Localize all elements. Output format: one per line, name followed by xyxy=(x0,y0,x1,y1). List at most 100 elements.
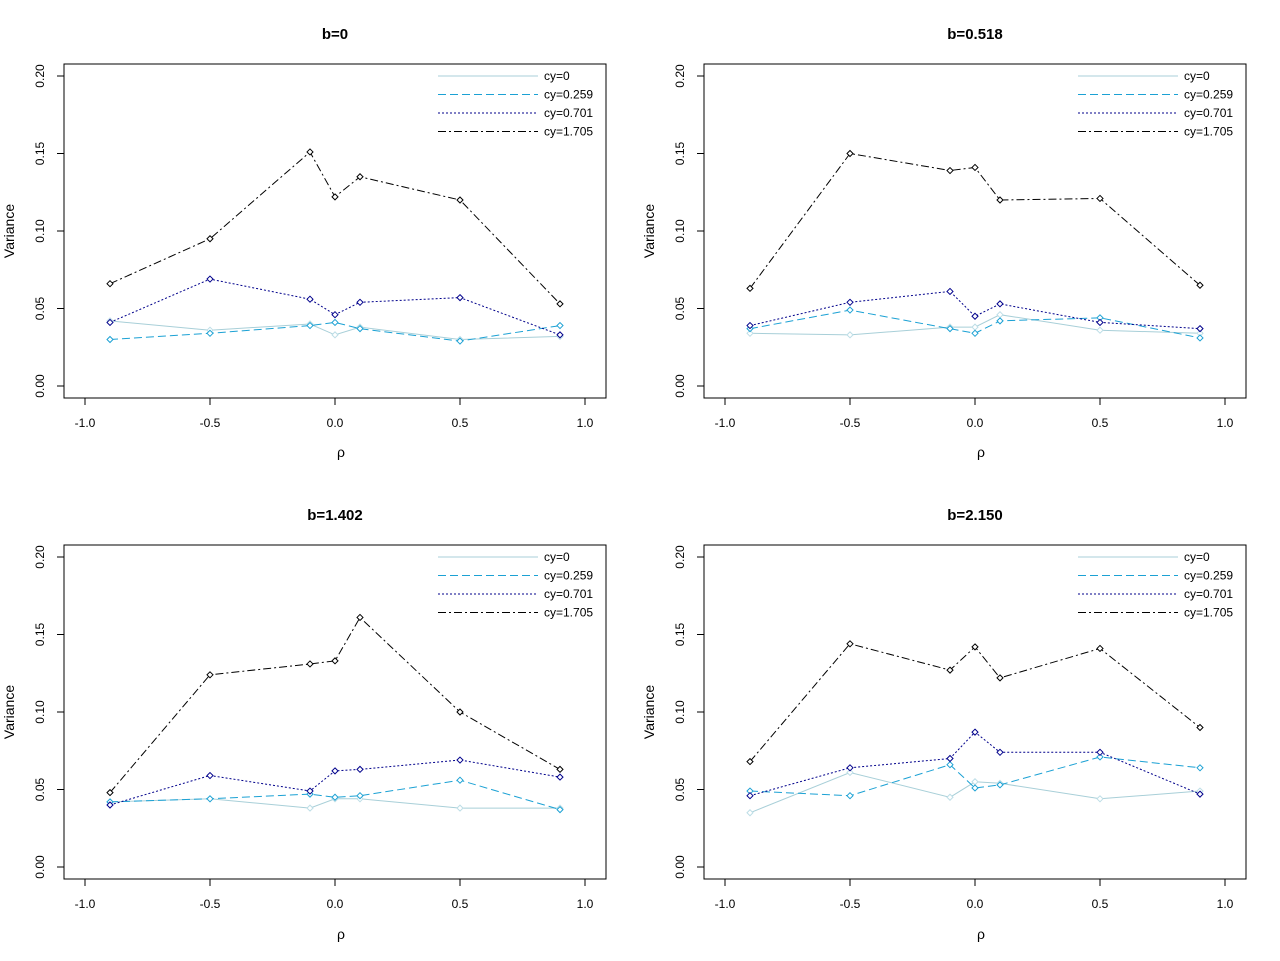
chart-title: b=2.150 xyxy=(947,507,1002,524)
x-axis-label: ρ xyxy=(337,444,345,460)
x-tick-label: -0.5 xyxy=(840,416,861,430)
legend-label-4: cy=1.705 xyxy=(1184,606,1233,620)
x-tick-label: -0.5 xyxy=(200,897,221,911)
plot-frame xyxy=(703,63,1247,399)
x-tick-label: 0.0 xyxy=(327,416,344,430)
y-tick-label: 0.05 xyxy=(33,777,47,801)
x-tick-label: -1.0 xyxy=(75,897,96,911)
y-tick-label: 0.05 xyxy=(673,777,687,801)
data-point xyxy=(331,657,339,665)
legend-label-2: cy=0.259 xyxy=(544,88,593,102)
series-line-4 xyxy=(749,643,1201,762)
series-line-4 xyxy=(109,616,561,793)
data-point xyxy=(846,640,854,648)
chart-title: b=0 xyxy=(322,26,348,43)
x-tick-label: 1.0 xyxy=(1217,897,1234,911)
data-point xyxy=(206,795,214,803)
x-axis-label: ρ xyxy=(977,926,985,942)
data-point xyxy=(556,321,564,330)
data-point xyxy=(456,337,464,345)
data-point xyxy=(1196,723,1204,732)
series-line-3 xyxy=(109,278,561,336)
data-point xyxy=(306,804,314,812)
data-point xyxy=(746,284,754,293)
y-tick-label: 0.10 xyxy=(673,700,687,724)
data-point xyxy=(971,784,979,792)
data-point xyxy=(456,756,464,764)
data-point xyxy=(106,788,114,797)
y-tick-label: 0.10 xyxy=(673,219,687,243)
data-point xyxy=(746,791,754,800)
y-tick-label: 0.15 xyxy=(33,622,47,646)
x-tick-label: 0.0 xyxy=(967,897,984,911)
data-point xyxy=(456,196,464,204)
y-tick-label: 0.20 xyxy=(673,545,687,569)
data-point xyxy=(356,765,364,774)
chart-panel-1: b=0 -1.0 -0.5 0.0 0.5 1.0 0.00 0.05 0.10 0.15 0.20… xyxy=(1,26,607,460)
y-tick-label: 0.05 xyxy=(33,296,47,320)
x-tick-label: 0.0 xyxy=(327,897,344,911)
data-point xyxy=(1096,753,1104,761)
x-axis-label: ρ xyxy=(337,926,345,942)
data-point xyxy=(971,323,979,331)
data-point xyxy=(996,748,1004,757)
data-point xyxy=(106,279,114,288)
x-tick-label: 0.5 xyxy=(1092,416,1109,430)
data-point xyxy=(456,804,464,812)
y-tick-label: 0.05 xyxy=(673,296,687,320)
data-point xyxy=(356,173,364,181)
data-point xyxy=(206,671,214,679)
y-tick-label: 0.00 xyxy=(33,855,47,879)
data-point xyxy=(356,324,364,333)
series-line-4 xyxy=(749,152,1201,289)
data-point xyxy=(846,149,854,158)
legend-label-2: cy=0.259 xyxy=(1184,88,1233,102)
data-point xyxy=(331,193,339,201)
x-tick-label: 1.0 xyxy=(1217,416,1234,430)
data-point xyxy=(971,778,979,786)
x-tick-label: -0.5 xyxy=(200,416,221,430)
data-point xyxy=(846,764,854,772)
data-point xyxy=(1196,324,1204,333)
chart-panel-4: b=2.150 -1.0 -0.5 0.0 0.5 1.0 0.00 0.05 0.10 0.15… xyxy=(641,507,1247,942)
legend-label-4: cy=1.705 xyxy=(1184,125,1233,139)
data-point xyxy=(996,317,1004,325)
data-point xyxy=(356,298,364,307)
legend-label-2: cy=0.259 xyxy=(1184,569,1233,583)
data-point xyxy=(746,329,754,338)
data-point xyxy=(996,674,1004,682)
data-point xyxy=(1096,644,1104,653)
data-point xyxy=(846,306,854,314)
data-point xyxy=(996,310,1004,319)
data-point xyxy=(946,793,954,801)
y-axis-label: Variance xyxy=(1,204,17,258)
data-point xyxy=(306,787,314,795)
y-tick-label: 0.15 xyxy=(673,622,687,646)
y-tick-label: 0.20 xyxy=(673,64,687,88)
legend-label-3: cy=0.701 xyxy=(1184,106,1233,120)
data-point xyxy=(106,318,114,327)
legend-label-2: cy=0.259 xyxy=(544,569,593,583)
data-point xyxy=(946,287,954,296)
legend-label-3: cy=0.701 xyxy=(544,106,593,120)
x-tick-label: -1.0 xyxy=(75,416,96,430)
legend-label-1: cy=0 xyxy=(544,550,570,564)
data-point xyxy=(1096,326,1104,334)
data-point xyxy=(1196,764,1204,772)
data-point xyxy=(106,801,114,809)
data-point xyxy=(846,298,854,307)
legend-label-1: cy=0 xyxy=(1184,69,1210,83)
data-point xyxy=(106,335,114,344)
x-tick-label: -1.0 xyxy=(715,416,736,430)
chart-title: b=0.518 xyxy=(947,26,1002,43)
x-tick-label: 1.0 xyxy=(577,416,594,430)
data-point xyxy=(206,275,214,283)
plot-frame xyxy=(703,544,1247,880)
data-point xyxy=(946,754,954,763)
data-point xyxy=(1096,748,1104,757)
data-point xyxy=(1196,281,1204,289)
data-point xyxy=(971,329,979,338)
data-point xyxy=(946,666,954,674)
data-point xyxy=(846,331,854,339)
data-point xyxy=(331,318,339,327)
